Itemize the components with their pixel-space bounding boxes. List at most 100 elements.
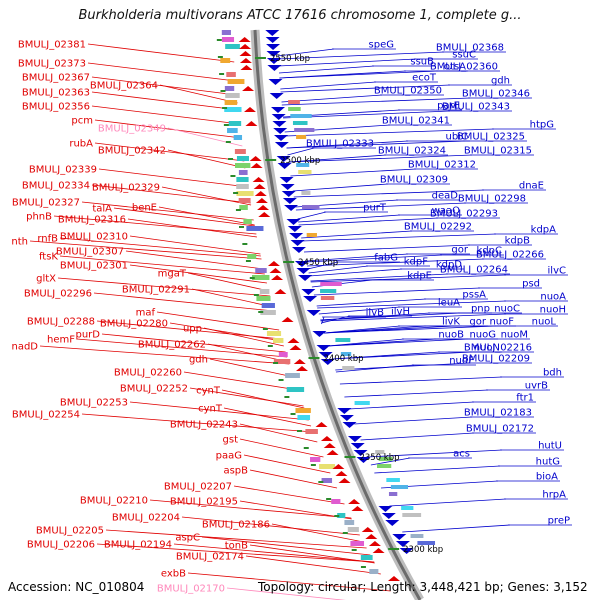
gene-leader-line	[280, 84, 451, 93]
gene-label-left: aspC	[175, 533, 200, 544]
gene-label-right: BMULJ_02360	[430, 62, 498, 73]
gene-leader-line	[331, 351, 473, 360]
accession-text: Accession: NC_010804	[8, 580, 145, 594]
feature-block	[388, 492, 398, 496]
feature-block	[238, 170, 248, 175]
gene-label-left: BMULJ_02194	[104, 540, 172, 551]
feature-block	[259, 289, 270, 294]
gene-leader-line	[173, 543, 375, 563]
gene-label-left: BMULJ_02291	[122, 285, 190, 296]
forward-gene-arrow	[339, 415, 354, 421]
forward-gene-arrow	[274, 142, 289, 148]
gene-label-right: BMULJ_02341	[382, 116, 450, 127]
feature-block	[296, 163, 310, 167]
feature-block	[288, 100, 300, 104]
gene-leader-line	[59, 255, 265, 275]
gene-label-left: BMULJ_02339	[29, 165, 97, 176]
gene-label-right: kdpB	[505, 236, 530, 247]
reverse-gene-arrow	[255, 198, 268, 203]
reverse-gene-arrow	[274, 289, 287, 294]
gene-leader-line	[29, 240, 262, 260]
feature-block	[239, 205, 248, 210]
gene-leader-line	[239, 438, 324, 458]
feature-block	[220, 58, 231, 63]
gene-leader-line	[223, 407, 312, 427]
forward-gene-arrow	[294, 261, 309, 267]
gene-label-right: BMULJ_02324	[378, 146, 446, 157]
chromosome-backbone	[250, 29, 424, 600]
reverse-gene-arrow	[287, 338, 300, 343]
gene-leader-line	[280, 81, 377, 90]
gene-leader-line	[249, 544, 375, 564]
gene-leader-line	[203, 327, 284, 347]
forward-gene-arrow	[279, 177, 294, 183]
forward-gene-arrow	[290, 240, 305, 246]
reverse-gene-arrow	[239, 44, 252, 49]
feature-block	[236, 156, 249, 161]
forward-gene-arrow	[378, 506, 393, 512]
feature-block	[225, 44, 240, 49]
gene-leader-line	[389, 498, 507, 507]
gene-leader-line	[301, 233, 497, 242]
feature-block	[285, 373, 300, 378]
feature-block	[360, 555, 373, 560]
gene-label-left: hemF	[47, 335, 75, 346]
gene-label-left: BMULJ_02342	[98, 146, 166, 157]
feature-block	[224, 86, 235, 91]
gene-label-right: kdpF	[404, 257, 428, 268]
reverse-gene-arrow	[338, 478, 351, 483]
gene-leader-line	[367, 449, 503, 458]
gene-label-right: nuoC	[494, 304, 520, 315]
gene-label-right: nuoL	[532, 317, 557, 328]
gene-label-right: uvrB	[525, 381, 548, 392]
gene-label-right: ftr1	[516, 393, 534, 404]
forward-gene-arrow	[316, 345, 331, 351]
gene-label-left: exbB	[161, 569, 186, 580]
gene-leader-line	[221, 389, 305, 409]
gene-leader-line	[226, 587, 346, 600]
feature-block	[320, 296, 335, 300]
gene-label-right: hutG	[536, 457, 560, 468]
reverse-gene-arrow	[267, 261, 280, 266]
gene-label-left: nth	[11, 237, 28, 248]
gene-leader-line	[281, 97, 471, 106]
gene-label-left: pcm	[71, 116, 93, 127]
gene-leader-line	[317, 300, 507, 309]
gene-leader-line	[91, 105, 240, 125]
gene-label-left: benE	[132, 203, 157, 214]
gene-label-right: fabG	[374, 253, 398, 264]
gene-label-right: BMULJ_02312	[408, 160, 476, 171]
kbp-ticks: 2550 kbp 2500 kbp 2450 kbp 2400 kbp 2350 kbp…	[216, 39, 443, 568]
forward-gene-arrow	[385, 520, 400, 526]
gene-label-right: nuoB	[438, 330, 464, 341]
forward-gene-arrow	[271, 114, 286, 120]
reverse-gene-arrow	[335, 471, 348, 476]
feature-block	[243, 219, 252, 224]
gene-label-right: livK	[442, 317, 460, 328]
forward-gene-arrow	[282, 198, 297, 204]
forward-gene-arrow	[289, 233, 304, 239]
feature-block	[402, 513, 422, 517]
forward-gene-arrow	[267, 65, 282, 71]
gene-label-left: nadD	[11, 342, 38, 353]
gene-label-right: nuoM	[501, 330, 528, 341]
gene-label-right: hrpA	[542, 490, 566, 501]
gene-label-right: hutU	[538, 441, 562, 452]
reverse-gene-arrow	[239, 51, 252, 56]
feature-block	[226, 72, 236, 77]
forward-gene-arrow	[298, 275, 313, 281]
feature-block	[297, 415, 311, 420]
feature-block	[354, 401, 370, 405]
gene-leader-line	[278, 58, 417, 67]
reverse-gene-arrow	[293, 359, 306, 364]
feature-block	[335, 338, 351, 342]
gene-label-left: BMULJ_02260	[114, 368, 182, 379]
forward-gene-arrow	[392, 534, 407, 540]
gene-leader-line	[374, 465, 501, 474]
gene-leader-line	[292, 183, 389, 192]
gene-leader-line	[96, 543, 375, 563]
gene-leader-line	[288, 154, 473, 163]
gene-label-left: BMULJ_02364	[90, 81, 158, 92]
gene-leader-line	[156, 311, 280, 331]
